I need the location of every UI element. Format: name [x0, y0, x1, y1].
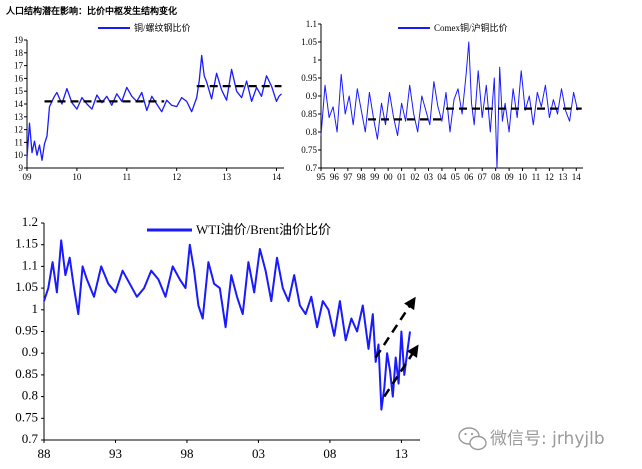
x-tick-label: 95: [317, 172, 327, 182]
series-lines: [320, 41, 582, 169]
series-line: [320, 41, 579, 169]
legend: 铜/螺纹钢比价: [98, 22, 191, 33]
legend-label: 铜/螺纹钢比价: [134, 22, 191, 33]
y-tick-label: 0.85: [301, 109, 317, 119]
y-tick-label: 11: [14, 137, 23, 147]
chart-comex-shfe: Comex铜/沪铜比价 0.7 0.75 0.8 0.85 0.9 0.95 1 1.05 1.…: [301, 19, 583, 182]
trend-arrow-head: [406, 344, 419, 358]
axes: 0.7 0.75 0.8 0.85 0.9 0.95 1 1.05 1.1 1.15 1.2 88 93…: [15, 214, 420, 461]
x-tick-label: 08: [491, 172, 501, 182]
y-tick-label: 19: [14, 35, 24, 45]
x-tick-label: 14: [272, 172, 282, 182]
y-tick-label: 0.95: [301, 73, 317, 83]
x-tick-label: 98: [357, 172, 367, 182]
trend-arrow-line: [383, 352, 415, 398]
y-tick-label: 1.1: [306, 19, 317, 29]
series-lines: [26, 54, 282, 161]
x-tick-label: 07: [478, 172, 488, 182]
y-tick-label: 0.9: [22, 344, 38, 359]
legend-label: WTI油价/Brent油价比价: [196, 222, 331, 237]
y-tick-label: 0.75: [301, 145, 317, 155]
x-tick-label: 00: [384, 172, 394, 182]
y-tick-label: 1.05: [15, 279, 38, 294]
y-tick-label: 18: [14, 48, 24, 58]
x-tick-label: 03: [252, 446, 265, 461]
y-tick-label: 0.8: [22, 388, 38, 403]
series-lines: [43, 239, 419, 411]
legend: WTI油价/Brent油价比价: [147, 222, 331, 237]
x-tick-label: 13: [395, 446, 408, 461]
axes: 0.7 0.75 0.8 0.85 0.9 0.95 1 1.05 1.1 95 96 97 98 99 0…: [301, 19, 583, 182]
watermark-text: 微信号: jrhyjlb: [490, 429, 605, 449]
x-tick-label: 13: [558, 172, 568, 182]
x-tick-label: 08: [323, 446, 336, 461]
y-tick-label: 17: [14, 61, 24, 71]
x-tick-label: 02: [411, 172, 420, 182]
chart-title: 人口结构潜在影响：比价中枢发生结构变化: [5, 5, 177, 17]
chart-copper-rebar: 人口结构潜在影响：比价中枢发生结构变化 铜/螺纹钢比价 9 10 11 12 13 14 1…: [5, 5, 284, 182]
y-tick-label: 1: [313, 55, 318, 65]
x-tick-label: 96: [330, 172, 340, 182]
y-tick-label: 13: [14, 112, 24, 122]
y-tick-label: 12: [14, 125, 23, 135]
x-tick-label: 98: [180, 446, 193, 461]
y-tick-label: 0.8: [306, 127, 318, 137]
y-tick-label: 9: [19, 163, 24, 173]
y-tick-label: 0.7: [22, 431, 39, 446]
axes: 9 10 11 12 13 14 15 16 17 18 19 09 10 11 12 13 14: [14, 35, 284, 182]
x-tick-label: 03: [424, 172, 434, 182]
x-tick-label: 97: [343, 172, 353, 182]
x-tick-label: 10: [518, 172, 528, 182]
y-tick-label: 15: [14, 86, 24, 96]
x-tick-label: 11: [532, 172, 541, 182]
x-tick-label: 09: [505, 172, 515, 182]
legend-label: Comex铜/沪铜比价: [434, 22, 508, 33]
x-tick-label: 99: [370, 172, 380, 182]
y-tick-label: 0.85: [15, 366, 38, 381]
x-tick-label: 12: [545, 172, 554, 182]
series-line: [26, 54, 282, 161]
x-tick-label: 12: [172, 172, 181, 182]
series-line: [43, 239, 411, 411]
watermark: 微信号: jrhyjlb: [458, 427, 605, 451]
x-tick-label: 05: [451, 172, 461, 182]
y-tick-label: 0.7: [306, 163, 318, 173]
wechat-icon: [458, 427, 487, 451]
y-tick-label: 1: [32, 301, 39, 316]
x-tick-label: 14: [572, 172, 582, 182]
x-tick-label: 09: [23, 172, 33, 182]
x-tick-label: 93: [109, 446, 122, 461]
x-tick-label: 06: [464, 172, 474, 182]
y-tick-label: 1.05: [301, 37, 317, 47]
trend-arrow-line: [374, 304, 412, 359]
y-tick-label: 1.1: [22, 257, 38, 272]
x-tick-label: 11: [122, 172, 131, 182]
chart-wti-brent: WTI油价/Brent油价比价 0.7 0.75 0.8 0.85 0.9 0.95 1 1.…: [15, 214, 420, 461]
legend: Comex铜/沪铜比价: [398, 22, 508, 33]
y-tick-label: 0.95: [15, 323, 38, 338]
x-tick-label: 88: [38, 446, 51, 461]
x-tick-label: 13: [222, 172, 232, 182]
y-tick-label: 16: [14, 73, 24, 83]
y-tick-label: 10: [14, 150, 24, 160]
trend-arrow-head: [404, 296, 416, 311]
x-tick-label: 04: [437, 172, 447, 182]
y-tick-label: 0.9: [306, 91, 318, 101]
y-tick-label: 14: [14, 99, 24, 109]
y-tick-label: 0.75: [15, 409, 38, 424]
x-tick-label: 10: [72, 172, 82, 182]
y-tick-label: 1.15: [15, 236, 38, 251]
x-tick-label: 01: [397, 172, 406, 182]
y-tick-label: 1.2: [22, 214, 38, 229]
